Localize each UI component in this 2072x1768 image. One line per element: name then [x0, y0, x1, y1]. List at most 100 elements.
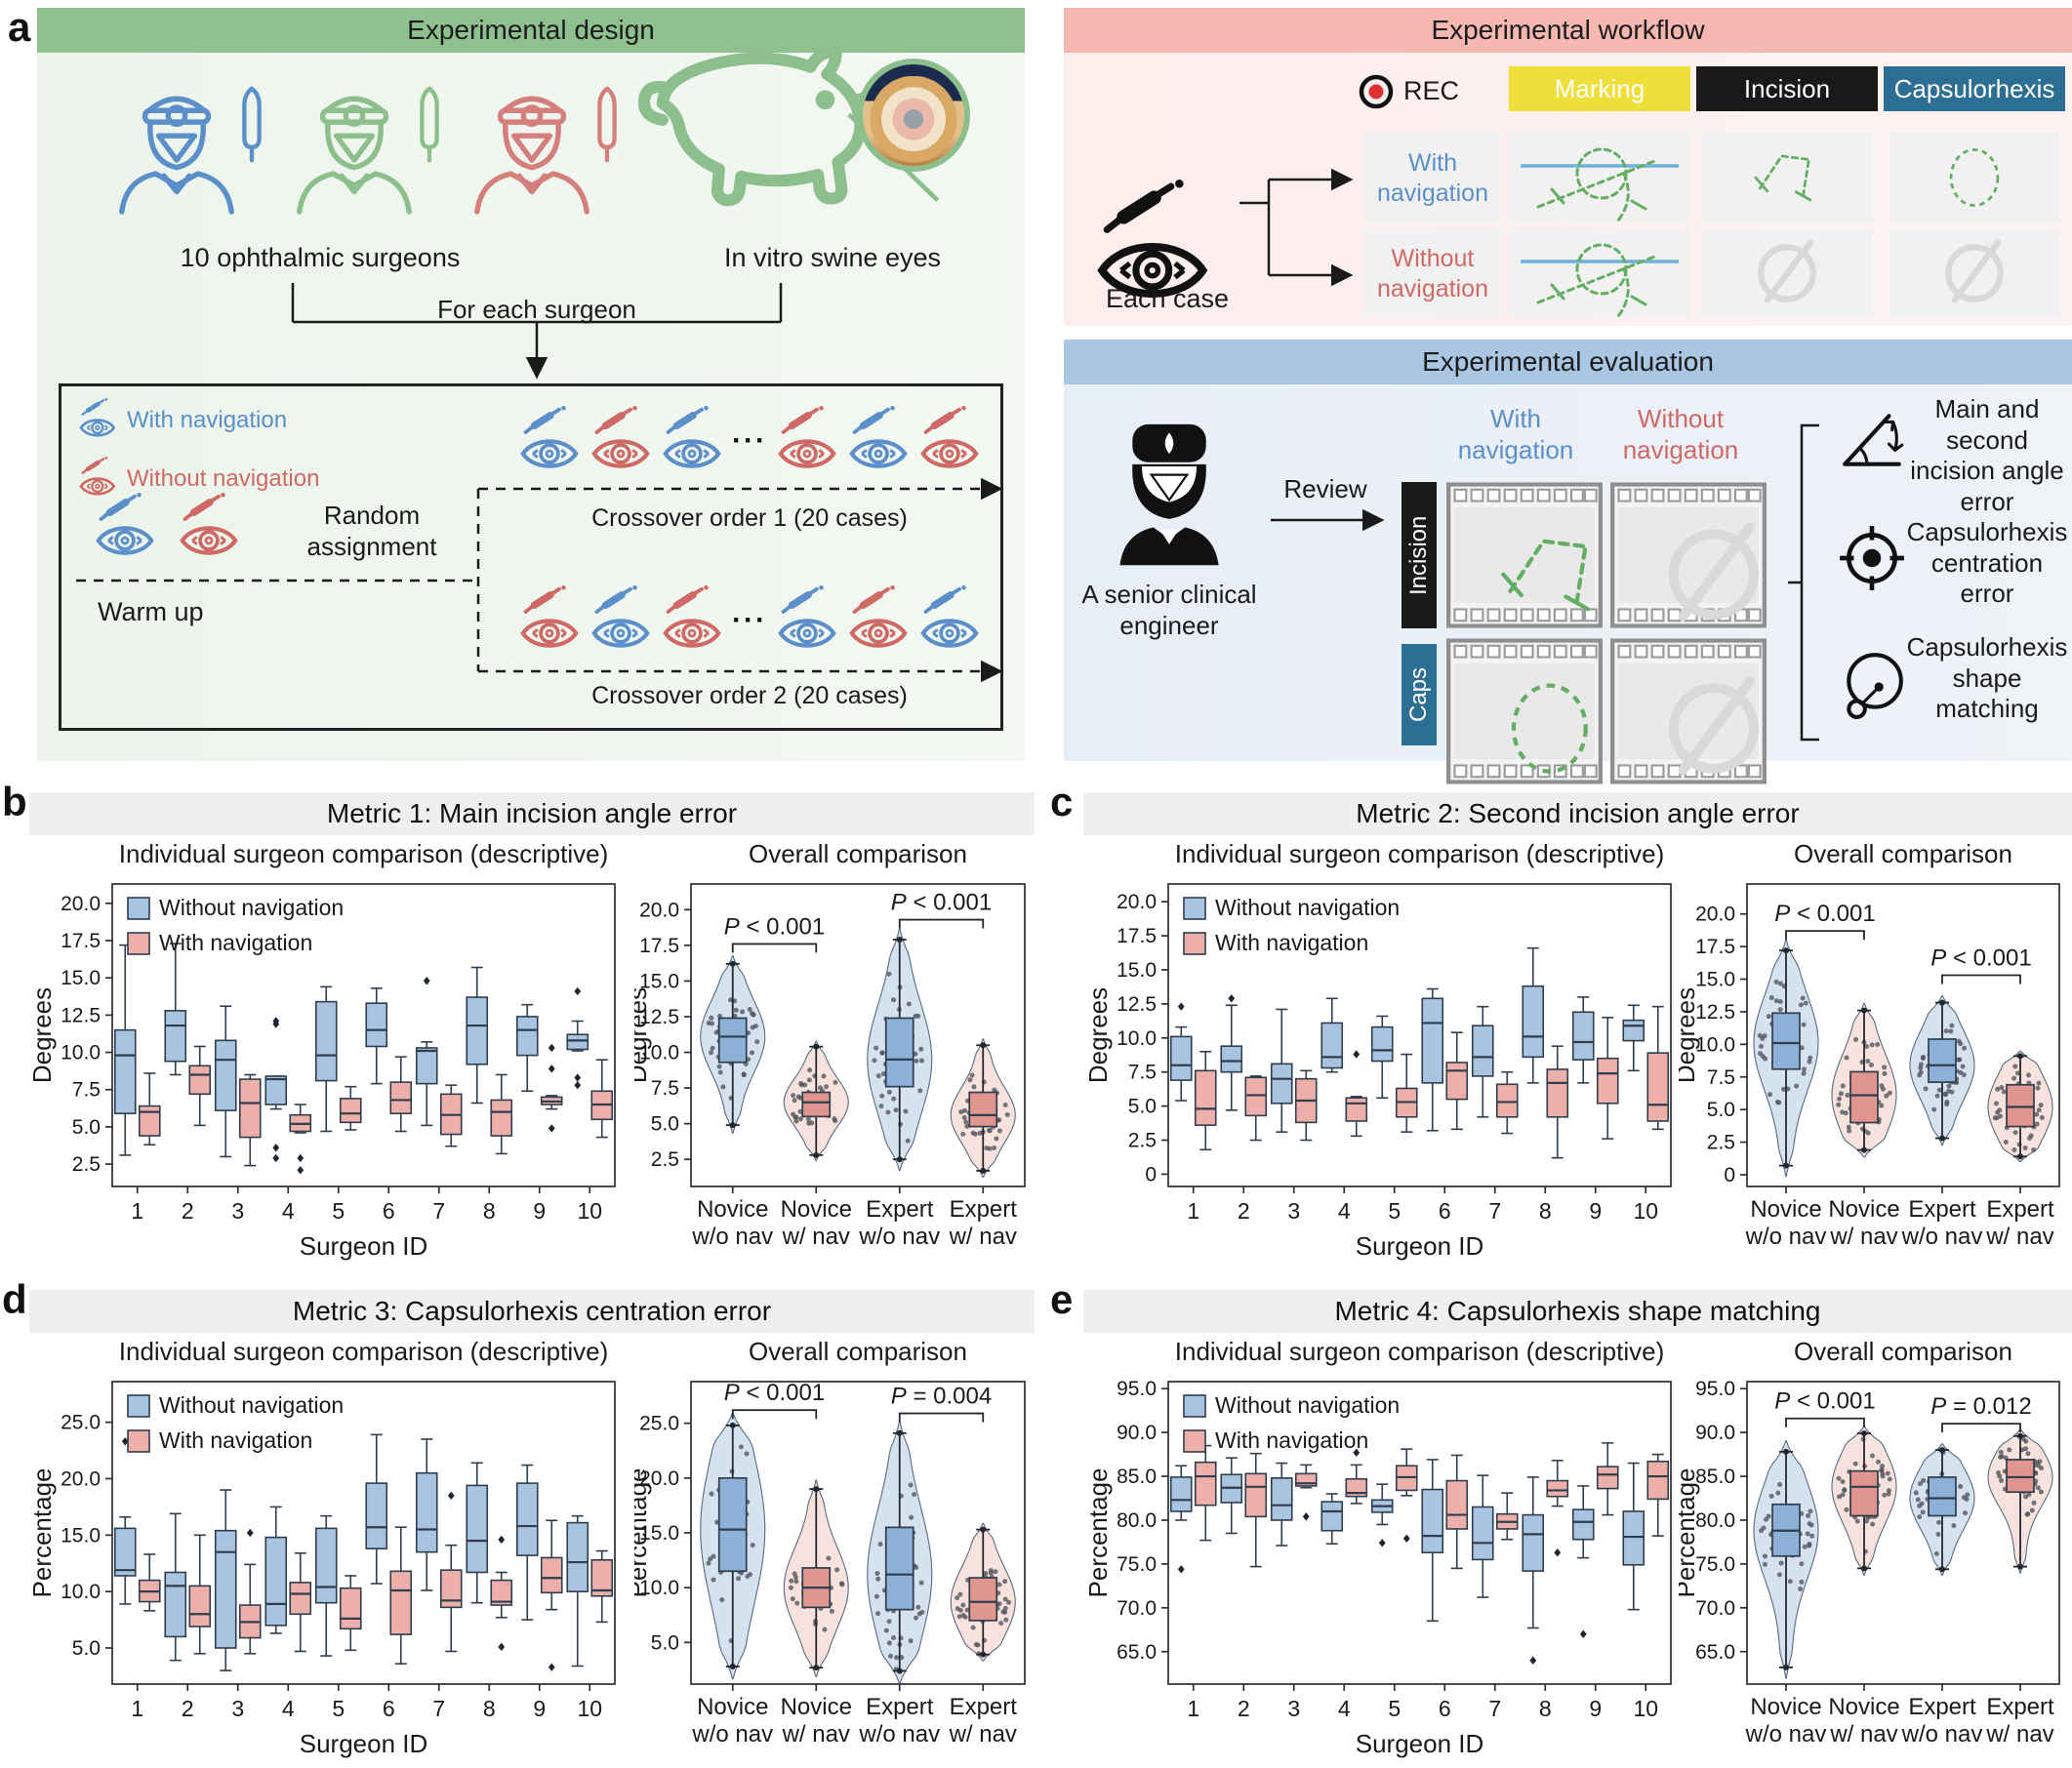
svg-text:1: 1 — [131, 1696, 143, 1721]
svg-text:Expert: Expert — [950, 1694, 1018, 1720]
svg-text:0: 0 — [1145, 1163, 1157, 1185]
svg-text:2.5: 2.5 — [651, 1148, 679, 1171]
metric3-label: Capsulorhexis shape matching — [1906, 632, 2068, 724]
film-incision-withnav — [1446, 482, 1603, 628]
with-nav-label: With navigation — [127, 407, 288, 433]
svg-text:20.0: 20.0 — [1695, 904, 1735, 926]
svg-text:Overall comparison: Overall comparison — [1794, 1337, 2012, 1366]
svg-text:8: 8 — [1539, 1696, 1552, 1721]
marking-sketch — [1509, 133, 1690, 222]
svg-text:2.5: 2.5 — [72, 1153, 101, 1176]
svg-text:Novice: Novice — [1828, 1694, 1899, 1720]
svg-text:10: 10 — [577, 1696, 602, 1721]
svg-text:w/o nav: w/o nav — [691, 1224, 773, 1250]
svg-text:5.0: 5.0 — [651, 1113, 679, 1136]
panel-label-b: b — [2, 779, 27, 824]
workflow-header: Experimental workflow — [1064, 8, 2072, 53]
svg-text:65.0: 65.0 — [1117, 1641, 1157, 1664]
svg-text:75.0: 75.0 — [1695, 1553, 1735, 1576]
svg-text:5.0: 5.0 — [1128, 1096, 1157, 1118]
svg-text:85.0: 85.0 — [1117, 1466, 1157, 1488]
svg-text:w/ nav: w/ nav — [782, 1224, 850, 1250]
crossover-row-1: ··· — [496, 406, 1003, 476]
svg-text:Degrees: Degrees — [1679, 987, 1700, 1083]
svg-text:6: 6 — [383, 1696, 395, 1721]
svg-text:9: 9 — [1589, 1198, 1602, 1224]
experimental-evaluation-panel: Experimental evaluation A senior clinica… — [1064, 340, 2072, 761]
svg-text:9: 9 — [533, 1696, 546, 1721]
eye-pen-icon — [847, 585, 910, 656]
svg-text:15.0: 15.0 — [61, 1524, 101, 1547]
svg-text:Novice: Novice — [781, 1694, 852, 1720]
svg-text:Overall comparison: Overall comparison — [1794, 839, 2012, 868]
experimental-workflow-panel: Experimental workflow REC Marking Incisi… — [1064, 8, 2072, 326]
svg-text:6: 6 — [383, 1198, 395, 1224]
metric2-title-bar: Metric 2: Second incision angle error — [1083, 792, 2072, 835]
svg-text:10.0: 10.0 — [1117, 1027, 1157, 1050]
svg-text:20.0: 20.0 — [639, 899, 679, 921]
svg-text:15.0: 15.0 — [639, 1522, 679, 1545]
svg-text:17.5: 17.5 — [1695, 936, 1735, 958]
eye-pen-icon — [847, 406, 910, 476]
svg-text:Expert: Expert — [1908, 1694, 1976, 1720]
chart-metric1-boxplot: Individual surgeon comparison (descripti… — [29, 839, 616, 1261]
svg-text:P < 0.001: P < 0.001 — [1774, 1388, 1875, 1415]
svg-text:Overall comparison: Overall comparison — [749, 839, 967, 868]
svg-text:P < 0.001: P < 0.001 — [1930, 945, 2031, 972]
engineer-label: A senior clinical engineer — [1081, 580, 1257, 640]
evaluation-header: Experimental evaluation — [1064, 340, 2072, 384]
svg-text:Percentage: Percentage — [29, 1468, 57, 1598]
svg-text:2.5: 2.5 — [1128, 1130, 1157, 1152]
svg-text:Expert: Expert — [866, 1694, 934, 1720]
svg-text:Expert: Expert — [1908, 1196, 1976, 1223]
svg-text:75.0: 75.0 — [1117, 1553, 1157, 1576]
svg-text:5.0: 5.0 — [651, 1631, 679, 1654]
svg-text:5.0: 5.0 — [72, 1637, 101, 1660]
svg-text:7.5: 7.5 — [651, 1077, 679, 1100]
rec-label: REC — [1403, 76, 1460, 105]
svg-text:w/o nav: w/o nav — [1901, 1224, 1983, 1250]
svg-text:12.5: 12.5 — [61, 1004, 101, 1026]
svg-text:90.0: 90.0 — [1695, 1422, 1735, 1444]
metric4-title-bar: Metric 4: Capsulorhexis shape matching — [1083, 1290, 2072, 1333]
eyes-label: In vitro swine eyes — [723, 243, 942, 272]
svg-text:10.0: 10.0 — [639, 1042, 679, 1065]
random-assignment-label: Random assignment — [306, 501, 437, 561]
metrics-bracket — [1788, 423, 1819, 742]
svg-text:2.5: 2.5 — [1707, 1132, 1735, 1154]
svg-text:4: 4 — [282, 1198, 295, 1224]
svg-text:15.0: 15.0 — [1695, 969, 1735, 991]
review-label: Review — [1283, 474, 1367, 503]
svg-text:Surgeon ID: Surgeon ID — [1356, 1231, 1484, 1261]
svg-text:Degrees: Degrees — [1085, 987, 1113, 1083]
svg-text:5: 5 — [1388, 1198, 1401, 1224]
svg-text:w/ nav: w/ nav — [949, 1224, 1017, 1250]
svg-text:10: 10 — [1633, 1198, 1658, 1224]
svg-text:25.0: 25.0 — [639, 1413, 679, 1435]
svg-text:w/o nav: w/o nav — [1901, 1721, 1983, 1748]
crossover-row-2: ··· — [496, 585, 1003, 656]
svg-text:Novice: Novice — [1828, 1196, 1899, 1223]
svg-text:4: 4 — [1338, 1696, 1351, 1721]
svg-text:95.0: 95.0 — [1695, 1378, 1735, 1400]
svg-text:9: 9 — [533, 1198, 546, 1224]
svg-text:2: 2 — [1238, 1696, 1250, 1721]
svg-text:Without navigation: Without navigation — [1215, 1392, 1400, 1418]
chart-metric1-violin: Overall comparison 2.5 5.0 7.5 10.0 12.5 15.0 1… — [634, 839, 1026, 1250]
svg-text:w/ nav: w/ nav — [1829, 1224, 1897, 1250]
eye-pen-icon — [776, 585, 838, 656]
metric2-label: Capsulorhexis centration error — [1906, 517, 2068, 609]
svg-text:Percentage: Percentage — [1679, 1468, 1700, 1598]
swine-eye-photo — [857, 59, 970, 172]
svg-text:70.0: 70.0 — [1117, 1597, 1157, 1620]
svg-text:10.0: 10.0 — [61, 1581, 101, 1603]
svg-text:7: 7 — [432, 1198, 445, 1224]
svg-text:17.5: 17.5 — [1117, 925, 1157, 947]
skipped-phase-icon — [1889, 228, 2060, 318]
svg-text:20.0: 20.0 — [639, 1467, 679, 1490]
svg-text:1: 1 — [1187, 1198, 1199, 1224]
panel-label-e: e — [1050, 1276, 1074, 1322]
svg-text:15.0: 15.0 — [1117, 959, 1157, 982]
svg-text:Surgeon ID: Surgeon ID — [300, 1231, 428, 1261]
